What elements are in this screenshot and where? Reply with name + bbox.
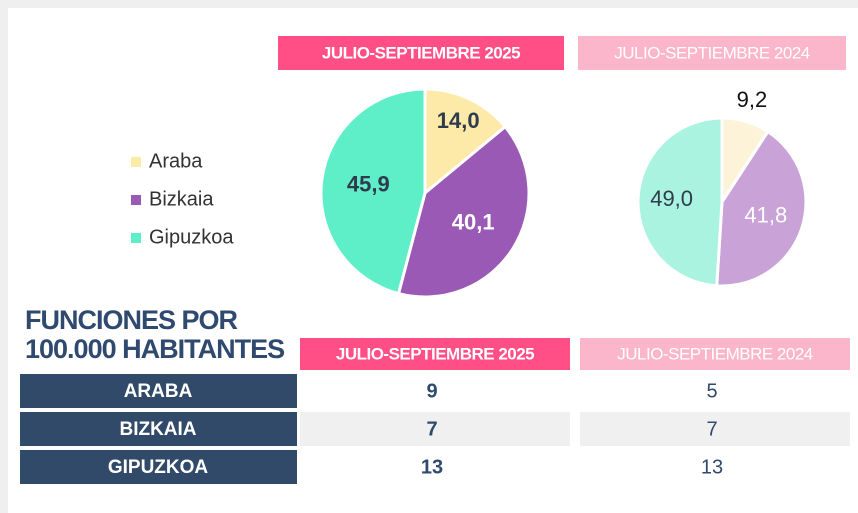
value-cell <box>580 450 850 484</box>
value-cell <box>300 412 570 446</box>
row-header: ARABA <box>124 381 193 402</box>
column-header: JULIO-SEPTIEMBRE 2024 <box>617 344 813 363</box>
cell-value: 7 <box>706 418 717 440</box>
legend-label: Bizkaia <box>149 188 214 210</box>
legend-label: Araba <box>149 150 203 172</box>
cell-value: 7 <box>426 418 437 440</box>
header-bar <box>278 36 564 70</box>
value-cell <box>300 374 570 408</box>
pie-slice <box>396 124 531 299</box>
data-label: 14,0 <box>437 108 480 133</box>
data-label: 41,8 <box>744 202 787 227</box>
pie-slice <box>423 87 508 197</box>
chart-title: JULIO-SEPTIEMBRE 2024 <box>614 43 810 62</box>
value-cell <box>300 450 570 484</box>
legend-label: Gipuzkoa <box>149 226 234 248</box>
value-cell <box>580 412 850 446</box>
data-label: 9,2 <box>737 87 768 112</box>
cell-value: 13 <box>421 456 443 478</box>
legend-swatch <box>131 157 141 167</box>
value-cell <box>580 374 850 408</box>
header-bar <box>578 36 846 70</box>
legend-swatch <box>131 195 141 205</box>
chart-title: JULIO-SEPTIEMBRE 2025 <box>322 43 520 62</box>
cell-value: 13 <box>701 456 723 478</box>
row-header-cell <box>20 374 297 408</box>
cell-value: 5 <box>706 380 717 402</box>
column-header-bar <box>300 338 570 370</box>
data-label: 49,0 <box>650 186 693 211</box>
data-label: 40,1 <box>452 210 495 235</box>
table-title: FUNCIONES POR 100.000 HABITANTES <box>25 305 285 364</box>
row-header-cell <box>20 412 297 446</box>
row-header: GIPUZKOA <box>108 457 209 478</box>
row-header-cell <box>20 450 297 484</box>
data-label: 45,9 <box>347 171 390 196</box>
row-header: BIZKAIA <box>119 419 196 440</box>
column-header: JULIO-SEPTIEMBRE 2025 <box>336 344 534 363</box>
column-header-bar <box>580 338 850 370</box>
legend-swatch <box>131 233 141 243</box>
pie-slice <box>715 129 808 288</box>
pie-slice <box>636 116 724 288</box>
pie-slice <box>319 87 427 296</box>
cell-value: 9 <box>426 380 437 402</box>
